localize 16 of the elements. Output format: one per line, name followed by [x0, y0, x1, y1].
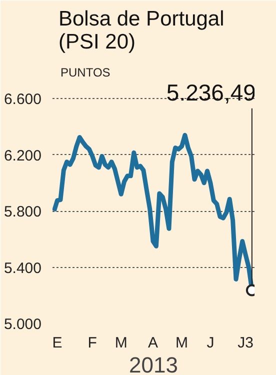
y-tick-label: 6.200	[4, 147, 42, 164]
y-tick-label: 5.800	[4, 204, 42, 221]
chart-title: Bolsa de Portugal (PSI 20)	[58, 8, 224, 54]
x-tick-label: M	[114, 334, 128, 352]
x-tick-label: E	[52, 334, 62, 352]
x-tick-label: A	[148, 334, 158, 352]
y-tick-label: 5.400	[4, 260, 42, 277]
y-tick-label: 6.600	[4, 91, 42, 108]
y-axis-title: PUNTOS	[60, 66, 110, 80]
x-tick-label: J	[206, 334, 214, 352]
x-tick-label: F	[88, 334, 97, 352]
y-tick-label: 5.000	[4, 316, 42, 333]
x-tick-label: M	[175, 334, 188, 352]
annotation: 5.236,49	[166, 80, 256, 106]
x-tick-label: J3	[238, 334, 254, 352]
x-axis-title: 2013	[129, 352, 178, 375]
